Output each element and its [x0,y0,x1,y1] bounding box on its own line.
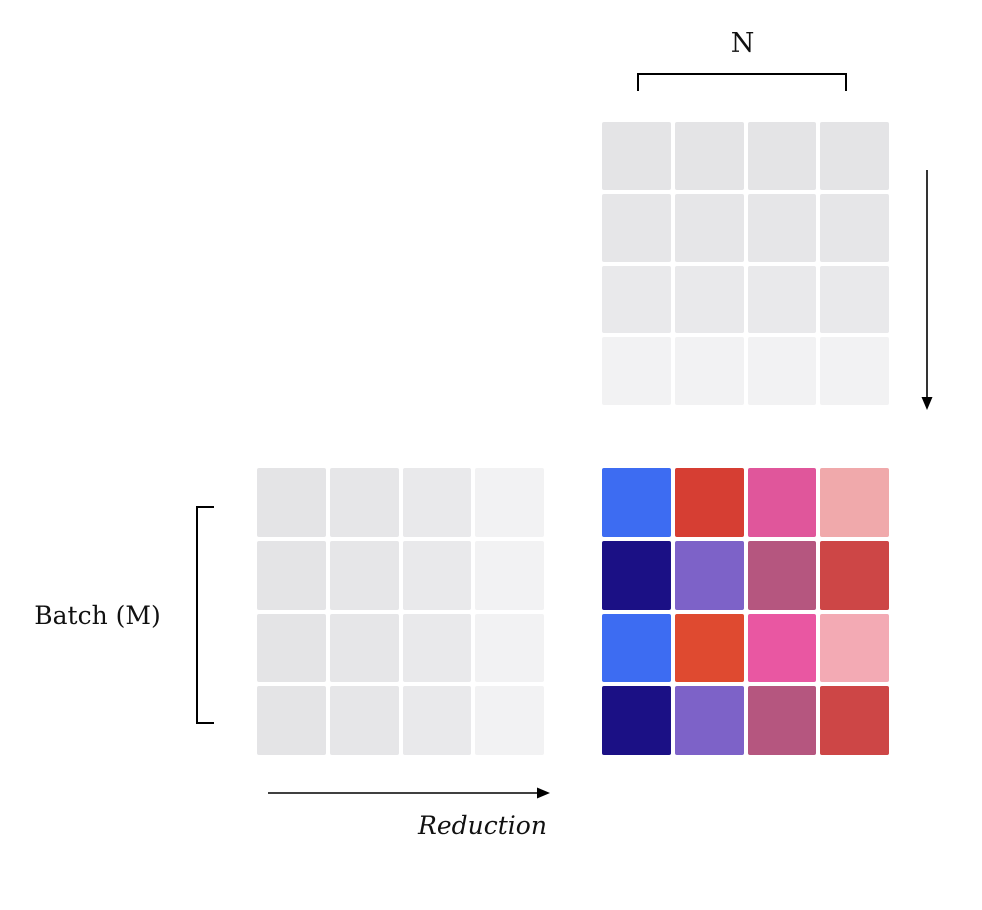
matrix-cell [602,686,671,755]
matrix-cell [402,540,472,610]
matrix-cell [674,265,744,334]
matrix-cell [402,613,472,683]
matrix-cell [674,122,744,190]
matrix-cell [257,613,326,683]
matrix-cell [820,613,889,683]
matrix-cell [674,193,744,262]
matrix-cell [329,468,399,537]
matrix-cell [329,686,399,755]
matrix-cell [475,540,544,610]
matrix-cell [475,468,544,537]
matrix-cell [602,265,671,334]
matrix-cell [747,613,817,683]
matrix-cell [820,337,889,405]
matrix-cell [747,686,817,755]
matrix-cell [820,122,889,190]
matrix-cell [820,193,889,262]
matrix-left [257,468,544,755]
matrix-cell [257,468,326,537]
matrix-cell [674,337,744,405]
matrix-cell [329,540,399,610]
matrix-cell [747,193,817,262]
matrix-cell [747,122,817,190]
matrix-output [602,468,889,755]
matrix-cell [257,540,326,610]
matrix-cell [475,613,544,683]
matrix-cell [257,686,326,755]
matrix-cell [602,613,671,683]
matrix-cell [475,686,544,755]
matrix-cell [674,468,744,537]
matrix-cell [747,468,817,537]
matrix-cell [747,540,817,610]
matrix-cell [602,193,671,262]
right-arrow-icon [268,787,550,799]
batch-m-label: Batch (M) [34,601,161,630]
reduction-label: Reduction [418,811,547,840]
batch-bracket [196,506,214,724]
matrix-cell [820,265,889,334]
matrix-cell [674,613,744,683]
matrix-cell [674,686,744,755]
matrix-cell [329,613,399,683]
matrix-top [602,122,889,405]
matrix-cell [602,540,671,610]
down-arrow-icon [921,170,933,410]
matrix-cell [747,265,817,334]
n-dimension-label: N [730,28,755,59]
matrix-cell [820,540,889,610]
matrix-cell [747,337,817,405]
matrix-cell [602,337,671,405]
matrix-cell [602,468,671,537]
matrix-cell [674,540,744,610]
matrix-cell [820,468,889,537]
n-bracket [637,73,847,91]
matrix-cell [820,686,889,755]
matrix-cell [402,686,472,755]
matrix-cell [402,468,472,537]
matrix-cell [602,122,671,190]
